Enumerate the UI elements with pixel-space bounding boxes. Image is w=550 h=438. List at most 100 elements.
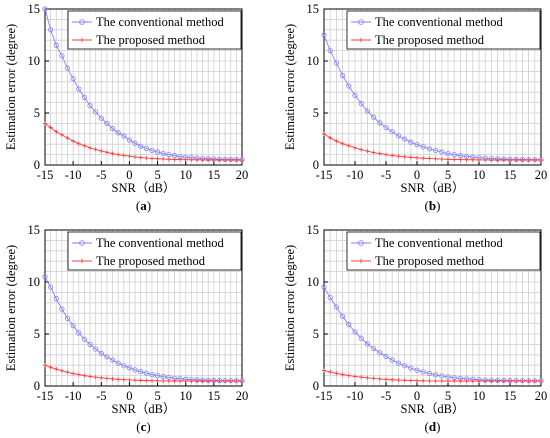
x-axis-label: SNR（dB）	[401, 181, 465, 195]
data-point	[495, 158, 500, 163]
data-point	[408, 155, 413, 160]
data-point	[76, 330, 82, 336]
data-point	[127, 377, 132, 382]
panel-caption: (d)	[425, 419, 441, 434]
data-point	[327, 47, 333, 54]
data-point	[421, 156, 426, 161]
data-point	[133, 378, 138, 383]
data-point	[396, 154, 401, 159]
data-point	[99, 375, 104, 380]
data-point	[508, 379, 512, 384]
data-point	[178, 157, 183, 162]
legend-entry-conventional: The conventional method	[72, 15, 224, 29]
data-point	[211, 379, 216, 384]
data-point	[339, 72, 346, 79]
x-tick-label: 10	[179, 389, 192, 403]
data-point	[206, 379, 211, 384]
data-point	[98, 350, 104, 356]
chart-panel-d: -15 -10 -5 0 5 10 15 20 0 5 10 15 SNR（dB） Estimation …	[283, 223, 547, 434]
data-point	[138, 143, 144, 149]
y-tick-label: 5	[34, 327, 40, 341]
data-point	[426, 370, 432, 377]
data-point	[408, 378, 413, 383]
data-point	[87, 341, 93, 347]
data-point	[340, 372, 345, 377]
x-tick-label: 10	[473, 389, 486, 403]
data-point	[104, 354, 110, 360]
data-point	[76, 141, 81, 146]
data-point	[446, 379, 450, 384]
data-point	[452, 379, 457, 384]
data-point	[508, 158, 512, 163]
x-axis-label: SNR（dB）	[401, 402, 465, 416]
data-point	[539, 379, 543, 384]
data-point	[144, 156, 149, 161]
data-point	[115, 360, 121, 366]
x-tick-label: -10	[347, 389, 364, 403]
x-tick-label: -5	[96, 389, 106, 403]
data-point	[70, 323, 76, 329]
data-point	[433, 156, 438, 161]
data-point	[206, 157, 211, 162]
data-point	[377, 120, 383, 126]
series-proposed	[322, 131, 543, 163]
data-point	[127, 154, 132, 159]
data-point	[352, 329, 358, 335]
data-point	[154, 149, 161, 155]
data-point	[415, 378, 419, 383]
x-tick-label: 5	[445, 168, 451, 182]
data-point	[143, 370, 149, 376]
data-point	[346, 322, 352, 328]
data-point	[110, 151, 115, 156]
legend: The conventional method The proposed meth…	[346, 10, 541, 50]
series-line	[323, 34, 542, 161]
data-point	[228, 379, 233, 384]
data-point	[458, 379, 463, 384]
legend-label: The conventional method	[96, 15, 224, 29]
legend-entry-proposed: The proposed method	[72, 33, 206, 47]
data-point	[501, 158, 506, 163]
data-point	[489, 379, 494, 384]
x-tick-label: -10	[65, 168, 82, 182]
data-point	[420, 144, 426, 150]
data-point	[532, 379, 537, 384]
data-point	[200, 157, 205, 162]
data-point	[110, 376, 115, 381]
axes-frame	[44, 8, 243, 166]
data-point	[234, 379, 239, 384]
data-point	[59, 368, 64, 373]
data-point	[359, 375, 364, 380]
x-tick-label: 15	[504, 389, 517, 403]
x-axis-label: SNR（dB）	[112, 402, 176, 416]
data-point	[365, 149, 370, 154]
data-point	[359, 147, 364, 152]
x-tick-label: 5	[154, 168, 160, 182]
panel-caption: (a)	[136, 198, 151, 213]
data-point	[88, 145, 93, 150]
data-point	[155, 156, 160, 161]
data-point	[414, 367, 420, 373]
data-point	[138, 155, 143, 160]
data-point	[415, 155, 419, 160]
data-point	[322, 368, 326, 373]
data-point	[183, 379, 188, 384]
data-point	[432, 372, 439, 378]
y-axis-label: Estimation error (degree)	[283, 245, 297, 371]
data-point	[389, 129, 395, 135]
data-point	[401, 136, 408, 142]
data-point	[477, 157, 481, 162]
data-point	[144, 378, 149, 383]
data-point	[327, 294, 333, 301]
x-tick-label: 0	[126, 168, 132, 182]
x-tick-label: 10	[473, 168, 486, 182]
data-point	[217, 158, 222, 163]
data-point	[390, 377, 395, 382]
data-point	[166, 378, 171, 383]
data-point	[64, 315, 71, 321]
data-point	[358, 101, 364, 107]
data-point	[42, 274, 48, 280]
data-point	[81, 336, 88, 342]
data-point	[364, 341, 370, 347]
axes-frame	[44, 229, 243, 387]
x-tick-label: -15	[37, 389, 54, 403]
